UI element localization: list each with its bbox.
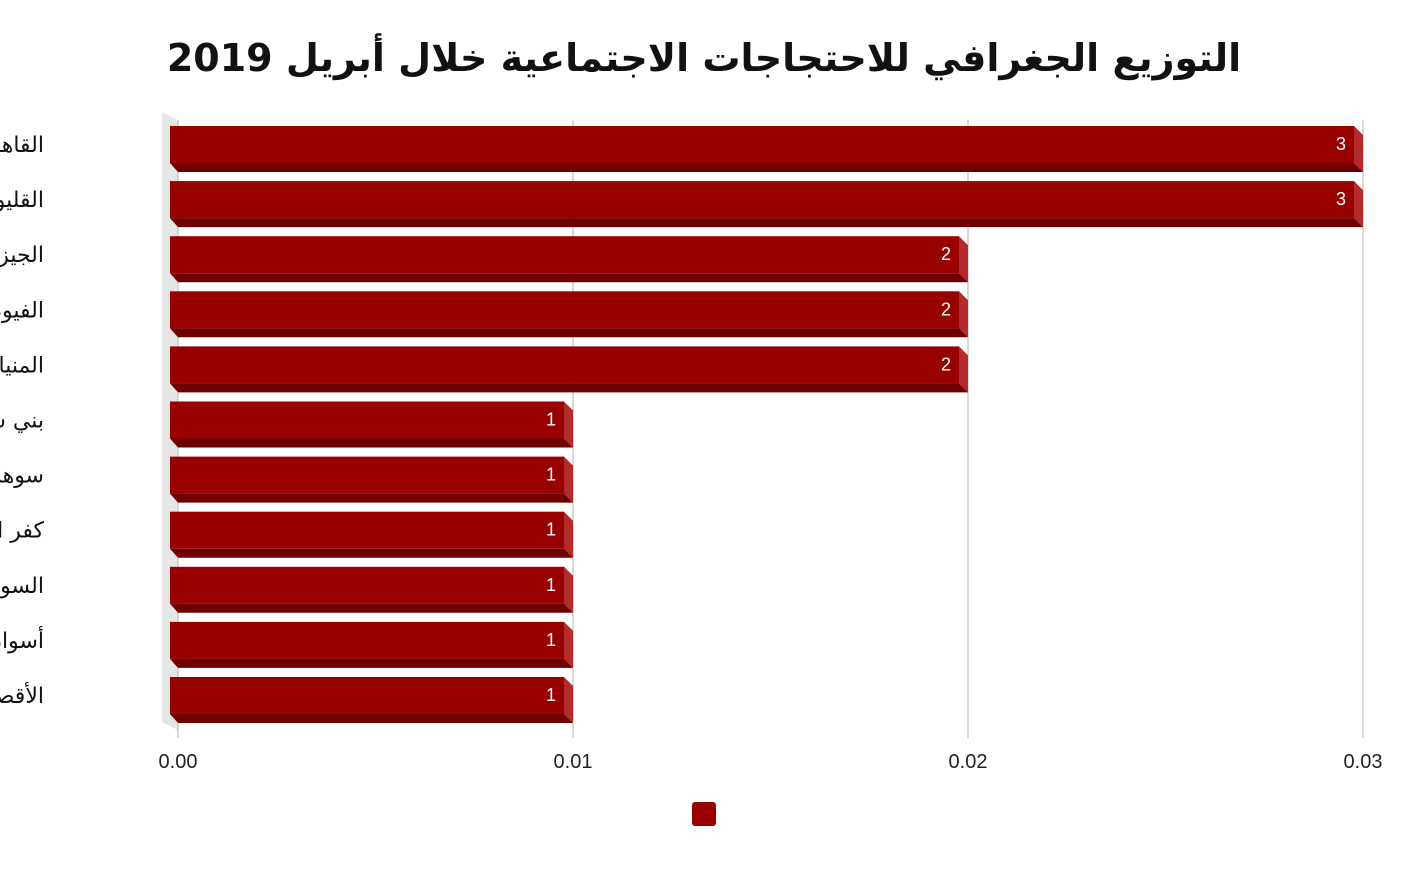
data-label: 1 [546, 685, 556, 705]
bar [170, 566, 564, 604]
bar-end-face [564, 566, 573, 613]
bar-bottom-face [170, 438, 573, 448]
category-label: أسوان [0, 626, 44, 654]
data-label: 3 [1336, 189, 1346, 209]
bar-bottom-face [170, 548, 573, 558]
bar [170, 181, 1354, 219]
bar [170, 511, 564, 549]
bar-end-face [1354, 181, 1363, 228]
bar-end-face [1354, 126, 1363, 172]
bar-bottom-face [170, 273, 968, 283]
category-label: الجيزة [0, 243, 44, 268]
bar-end-face [959, 291, 968, 338]
x-tick-label: 0.02 [949, 751, 988, 773]
x-tick-label: 0.00 [159, 751, 198, 773]
x-tick-label: 0.03 [1344, 751, 1383, 773]
bar-end-face [564, 677, 573, 723]
category-label: المنيا [0, 353, 44, 378]
category-label: الفيوم [0, 298, 44, 323]
category-label: سوهاج [0, 464, 44, 489]
bar [170, 456, 564, 494]
bar-bottom-face [170, 328, 968, 338]
bar-end-face [959, 346, 968, 393]
data-label: 1 [546, 465, 556, 485]
category-label: القاهرة [0, 133, 44, 158]
bar-end-face [564, 401, 573, 448]
data-label: 2 [941, 244, 951, 264]
bar [170, 126, 1354, 163]
data-label: 1 [546, 410, 556, 430]
data-label: 1 [546, 520, 556, 540]
bar-end-face [564, 456, 573, 503]
data-label: 3 [1336, 134, 1346, 154]
data-label: 2 [941, 299, 951, 319]
bar-end-face [564, 621, 573, 668]
bar-bottom-face [170, 603, 573, 613]
category-label: السويس [0, 574, 44, 599]
bar [170, 401, 564, 439]
bar-end-face [564, 511, 573, 558]
bar-bottom-face [170, 493, 573, 503]
bar [170, 291, 959, 329]
bar [170, 677, 564, 714]
bar-bottom-face [170, 658, 573, 668]
category-label: كفر الشيخ [0, 519, 45, 544]
bar-bottom-face [170, 383, 968, 393]
data-label: 1 [546, 575, 556, 595]
chart-title: التوزيع الجغرافي للاحتجاجات الاجتماعية خ… [166, 36, 1242, 80]
bar-bottom-face [170, 714, 573, 723]
category-label: الأقصر [0, 682, 44, 709]
data-label: 1 [546, 630, 556, 650]
category-label: القليوبية [0, 188, 44, 213]
category-label: بني سويف [0, 409, 44, 434]
bar-end-face [959, 236, 968, 283]
bar [170, 621, 564, 659]
data-label: 2 [941, 354, 951, 374]
legend-swatch [692, 802, 716, 826]
bar [170, 346, 959, 384]
bar-bottom-face [170, 163, 1363, 172]
x-tick-label: 0.01 [554, 751, 593, 773]
bar [170, 236, 959, 274]
bar-bottom-face [170, 218, 1363, 228]
